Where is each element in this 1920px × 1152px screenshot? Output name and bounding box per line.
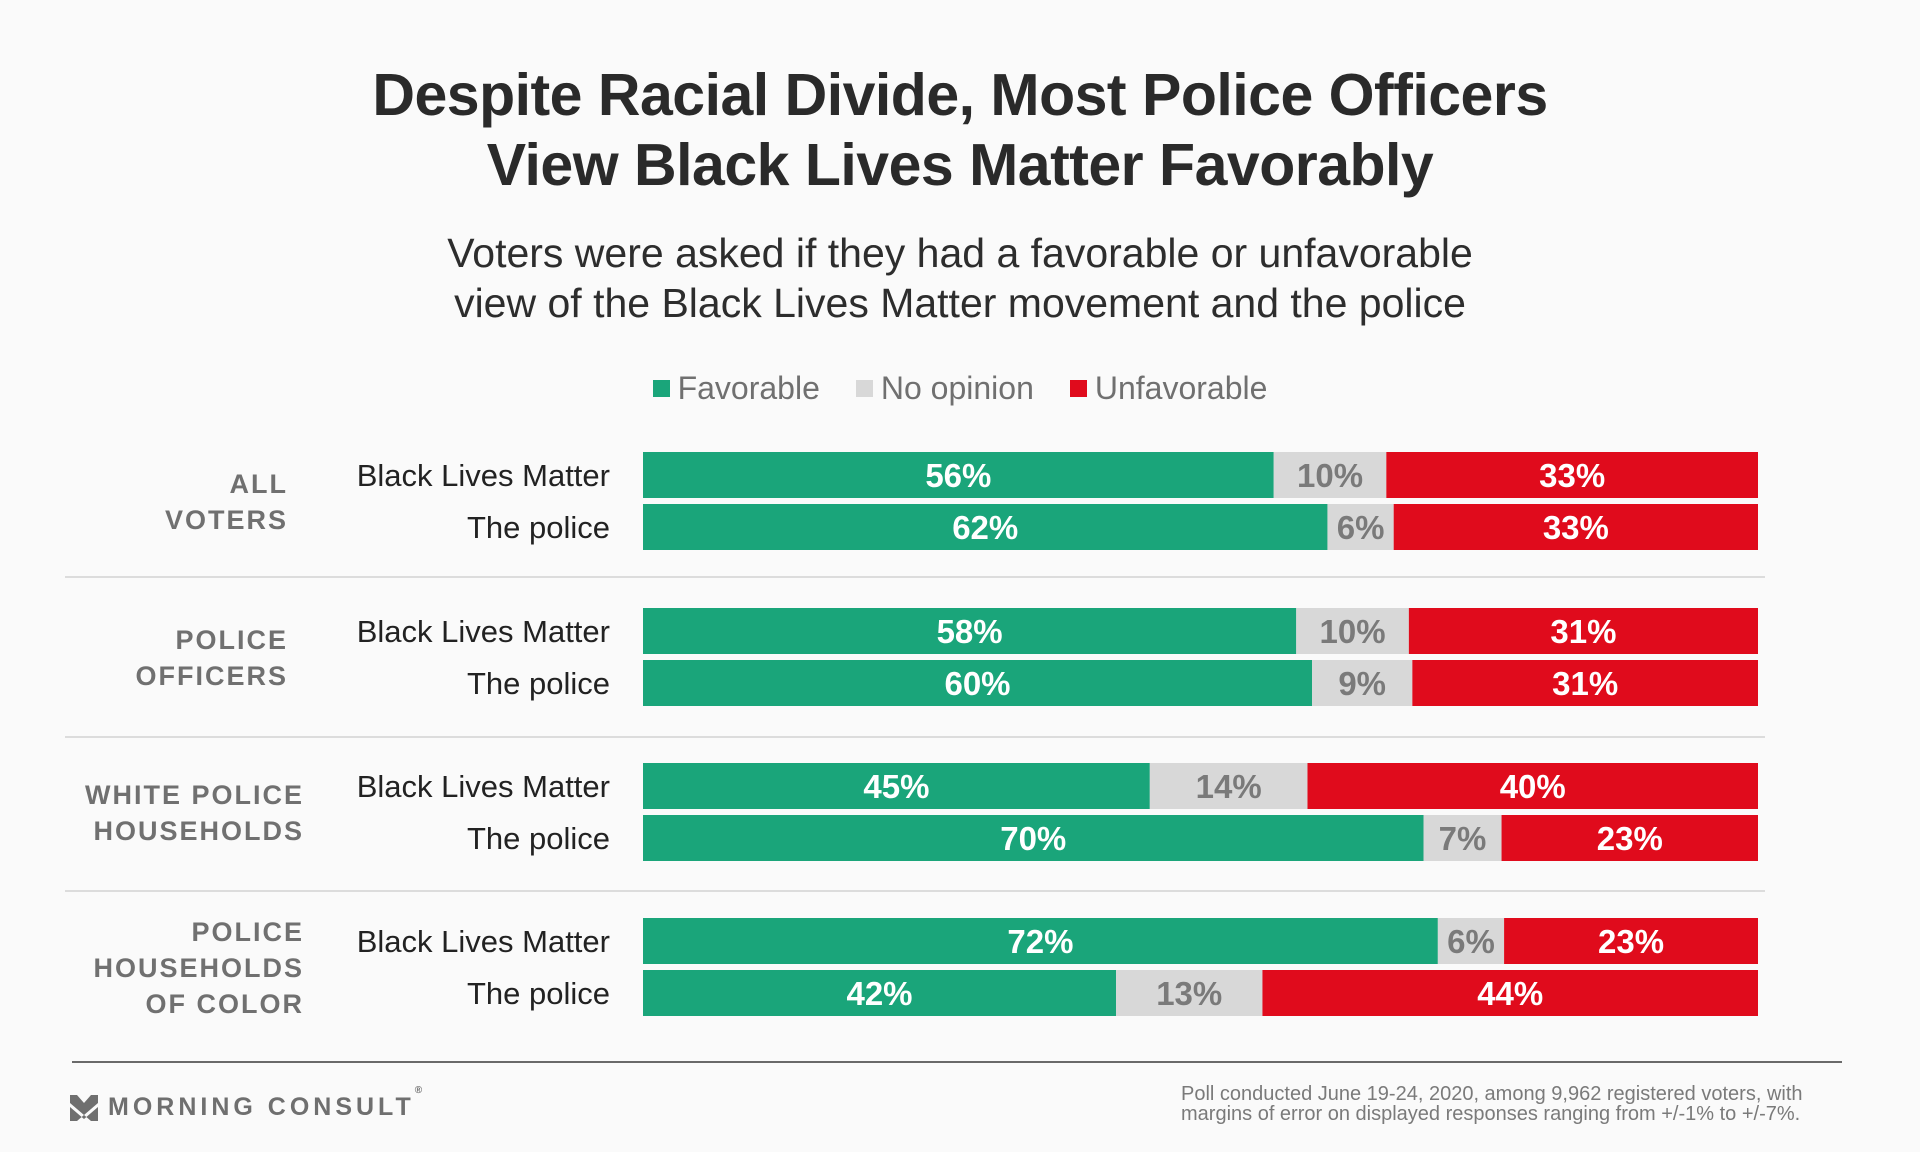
registered-mark: ® [414,1085,427,1096]
bar-segment-favorable [643,918,1438,964]
bar-segment-unfavorable [1501,815,1758,861]
row-label: The police [467,666,610,701]
data-label: 9% [1338,665,1386,702]
legend-item-unfavorable: Unfavorable [1069,370,1268,407]
bar-segment-favorable [643,608,1297,654]
data-label: 31% [1550,613,1616,650]
row-label: The police [467,821,610,856]
group-label: HOUSEHOLDS [93,816,304,846]
subtitle-line-1: Voters were asked if they had a favorabl… [447,230,1473,276]
legend-label-no-opinion: No opinion [880,370,1034,406]
data-label: 6% [1447,923,1495,960]
brand-name: MORNING CONSULT® [108,1085,426,1122]
data-label: 58% [937,613,1003,650]
group-divider [65,736,1765,738]
data-label: 45% [863,768,929,805]
group-label: VOTERS [165,505,288,535]
bar-segment-unfavorable [1307,763,1758,809]
data-label: 70% [1000,820,1066,857]
data-label: 33% [1539,457,1605,494]
data-label: 10% [1320,613,1386,650]
subtitle-line-2: view of the Black Lives Matter movement … [454,280,1466,326]
bar-segment-no-opinion [1149,763,1308,809]
data-label: 44% [1477,975,1543,1012]
group-label: WHITE POLICE [85,780,304,810]
group-divider [65,890,1765,892]
row-label: Black Lives Matter [357,458,610,493]
data-label: 56% [925,457,991,494]
bar-segment-unfavorable [1408,608,1758,654]
group-label: POLICE [175,625,288,655]
data-label: 31% [1552,665,1618,702]
group-divider [65,576,1765,578]
legend-swatch-no-opinion [855,380,873,397]
brand-text: MORNING CONSULT [108,1093,415,1121]
bar-segment-unfavorable [1412,660,1758,706]
bar-segment-no-opinion [1116,970,1263,1016]
bar-segment-no-opinion [1312,660,1413,706]
group-label: HOUSEHOLDS [93,953,304,983]
bar-segment-unfavorable [1262,970,1758,1016]
bar-segment-favorable [643,452,1274,498]
data-label: 62% [952,509,1018,546]
row-label: Black Lives Matter [357,924,610,959]
title-line-1: Despite Racial Divide, Most Police Offic… [372,62,1548,128]
legend-item-no-opinion: No opinion [855,370,1034,407]
bar-segment-unfavorable [1504,918,1758,964]
bar-segment-favorable [643,763,1150,809]
bar-segment-favorable [643,815,1424,861]
data-label: 40% [1500,768,1566,805]
data-label: 13% [1156,975,1222,1012]
bar-segment-favorable [643,504,1328,550]
bar-segment-no-opinion [1273,452,1387,498]
group-label: OFFICERS [135,661,288,691]
footer-divider [72,1061,1842,1063]
bar-segment-unfavorable [1393,504,1758,550]
legend-swatch-unfavorable [1069,380,1087,397]
legend-label-unfavorable: Unfavorable [1094,370,1268,406]
row-label: The police [467,510,610,545]
bar-segment-no-opinion [1423,815,1502,861]
legend-swatch-favorable [652,380,670,397]
legend: Favorable No opinion Unfavorable [0,370,1920,407]
footnote: Poll conducted June 19-24, 2020, among 9… [1181,1084,1841,1124]
bar-segment-unfavorable [1386,452,1758,498]
row-label: The police [467,976,610,1011]
data-label: 14% [1196,768,1262,805]
data-label: 33% [1543,509,1609,546]
chart-title: Despite Racial Divide, Most Police Offic… [0,60,1920,200]
morning-consult-chevron-icon [70,1094,98,1121]
title-line-2: View Black Lives Matter Favorably [486,132,1434,198]
footnote-line-2: margins of error on displayed responses … [1181,1103,1801,1125]
legend-label-favorable: Favorable [677,370,820,406]
group-label: POLICE [191,917,304,947]
bar-segment-favorable [643,660,1312,706]
bar-segment-favorable [643,970,1117,1016]
data-label: 7% [1439,820,1487,857]
row-label: Black Lives Matter [357,769,610,804]
footnote-line-1: Poll conducted June 19-24, 2020, among 9… [1181,1083,1803,1105]
data-label: 42% [846,975,912,1012]
morning-consult-logo: MORNING CONSULT® [70,1085,426,1122]
data-label: 60% [944,665,1010,702]
data-label: 23% [1598,923,1664,960]
group-label: ALL [230,469,288,499]
bar-segment-no-opinion [1296,608,1409,654]
data-label: 10% [1297,457,1363,494]
data-label: 23% [1597,820,1663,857]
bar-segment-no-opinion [1327,504,1394,550]
bar-segment-no-opinion [1437,918,1505,964]
group-label: OF COLOR [146,989,305,1019]
data-label: 6% [1337,509,1385,546]
legend-item-favorable: Favorable [652,370,820,407]
data-label: 72% [1007,923,1073,960]
chart-subtitle: Voters were asked if they had a favorabl… [0,228,1920,328]
row-label: Black Lives Matter [357,614,610,649]
